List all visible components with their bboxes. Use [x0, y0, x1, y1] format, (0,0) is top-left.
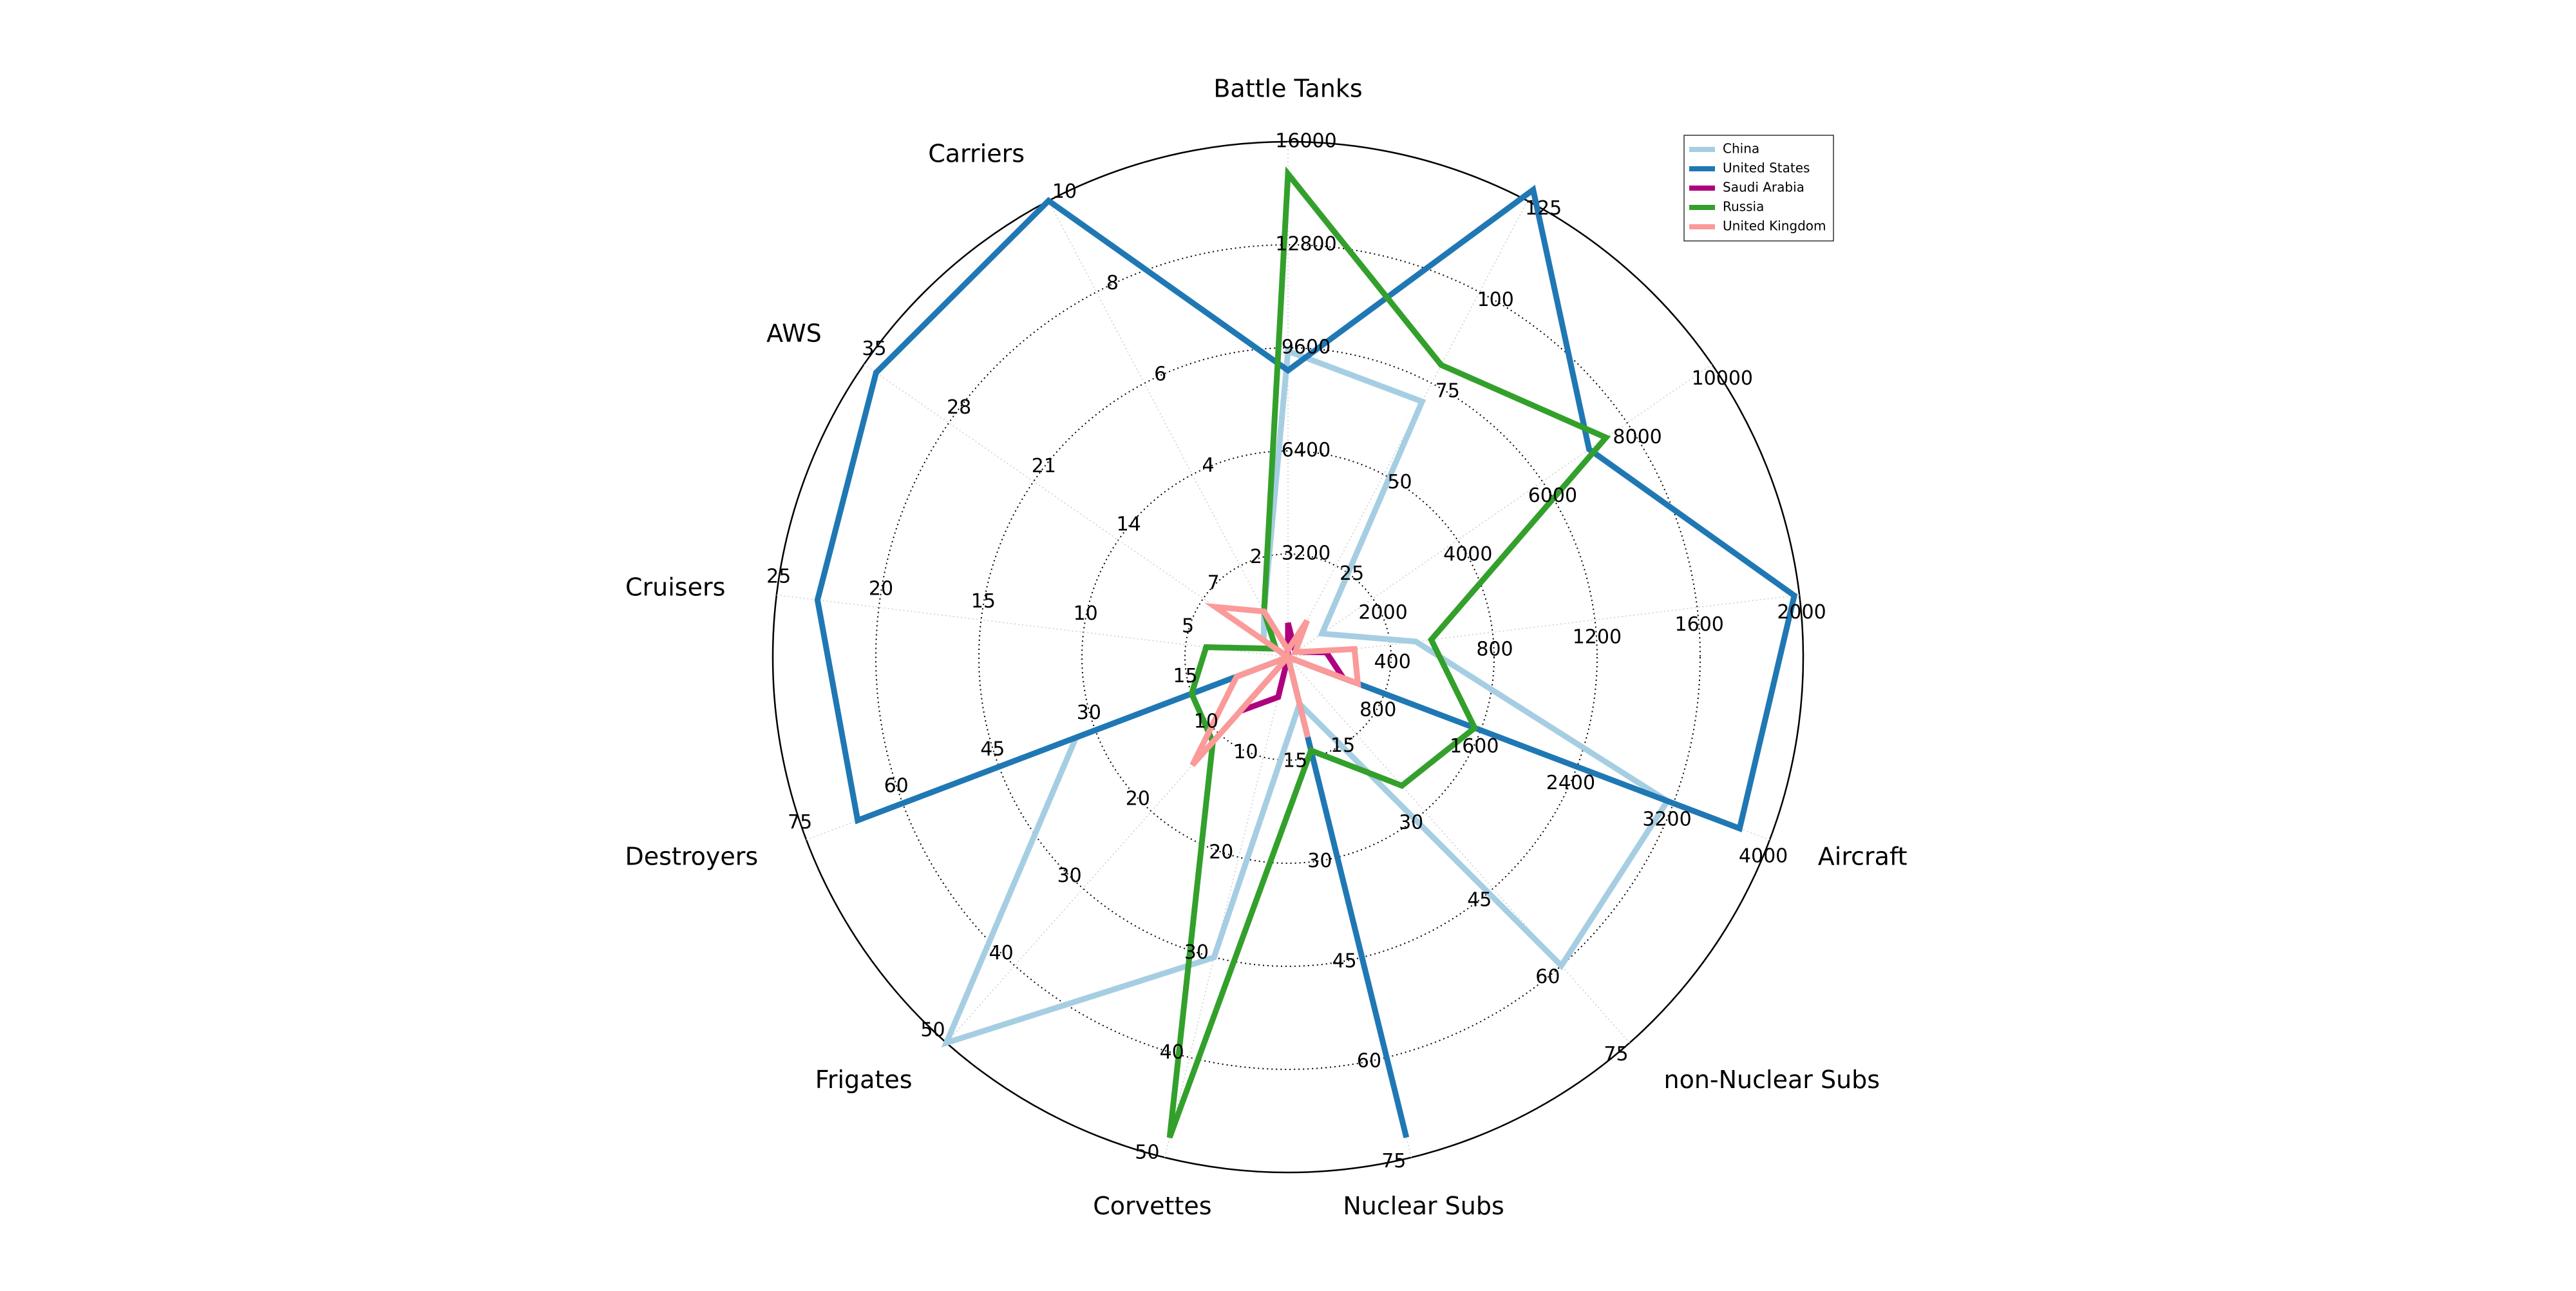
tick-label: 75	[1604, 1043, 1628, 1066]
tick-label: 1600	[1450, 735, 1499, 758]
tick-label: 2000	[1777, 601, 1826, 624]
grid-circle-1	[1184, 553, 1392, 761]
axis-spoke	[1287, 200, 1528, 658]
tick-label: 1200	[1573, 626, 1622, 648]
tick-label: 25	[1340, 562, 1364, 585]
axis-title: Destroyers	[625, 843, 759, 871]
legend-entry: Russia	[1723, 199, 1764, 215]
tick-label: 60	[884, 774, 909, 797]
tick-label: 2000	[1358, 602, 1407, 624]
grid-circle-4	[875, 244, 1701, 1070]
axis-spoke	[1048, 200, 1289, 658]
axis-title: Battle Tanks	[1213, 75, 1362, 103]
tick-label: 4000	[1443, 543, 1492, 566]
tick-label: 28	[947, 396, 971, 419]
tick-label: 16000	[1275, 130, 1336, 153]
tick-label: 10	[1194, 711, 1218, 733]
tick-label: 100	[1477, 289, 1514, 311]
tick-label: 15	[1331, 734, 1355, 757]
tick-label: 6400	[1282, 439, 1331, 462]
tick-label: 75	[1435, 380, 1460, 403]
tick-label: 60	[1357, 1050, 1381, 1073]
tick-label: 45	[1332, 950, 1357, 972]
axis-spoke	[1164, 656, 1289, 1158]
tick-label: 30	[1184, 941, 1209, 964]
label-layer: 3200640096001280016000255075100125200040…	[625, 75, 1908, 1220]
tick-label: 4000	[1739, 845, 1788, 867]
tick-label: 21	[1032, 455, 1056, 477]
grid-circle-2	[1081, 450, 1495, 864]
tick-label: 50	[920, 1019, 945, 1042]
tick-label: 8000	[1613, 426, 1662, 448]
series-line-3	[1166, 166, 1611, 1139]
axis-spoke	[1287, 363, 1712, 658]
tick-label: 60	[1535, 966, 1560, 988]
tick-label: 9600	[1282, 336, 1331, 359]
tick-label: 125	[1525, 197, 1562, 220]
tick-label: 20	[1126, 788, 1150, 810]
tick-label: 2400	[1546, 772, 1595, 794]
series-layer	[814, 166, 1798, 1139]
legend-entry: Saudi Arabia	[1723, 180, 1804, 195]
tick-label: 6	[1154, 363, 1166, 386]
tick-label: 75	[1381, 1150, 1406, 1172]
legend-entry: United Kingdom	[1723, 218, 1826, 234]
tick-label: 14	[1117, 513, 1141, 536]
legend-entry: China	[1723, 141, 1759, 157]
series-line-4	[1189, 603, 1361, 767]
legend: China United States Saudi Arabia Russia Unit…	[1683, 135, 1834, 242]
tick-label: 10	[1074, 602, 1098, 625]
tick-label: 20	[869, 578, 893, 600]
tick-label: 35	[862, 338, 886, 360]
tick-label: 10	[1233, 741, 1258, 763]
tick-label: 8	[1106, 272, 1119, 294]
axis-title: Frigates	[815, 1066, 913, 1094]
tick-label: 3200	[1282, 542, 1331, 565]
axis-title: non-Nuclear Subs	[1664, 1066, 1880, 1094]
axis-title: Nuclear Subs	[1343, 1192, 1504, 1220]
tick-label: 5	[1182, 615, 1194, 637]
tick-label: 20	[1209, 841, 1233, 864]
tick-label: 50	[1387, 471, 1412, 493]
tick-label: 800	[1359, 698, 1396, 721]
tick-label: 400	[1374, 651, 1411, 673]
series-line-1	[814, 184, 1798, 1138]
tick-label: 40	[989, 942, 1014, 964]
axis-spoke	[1287, 656, 1631, 1044]
legend-entry: United States	[1723, 160, 1810, 176]
tick-label: 6000	[1528, 484, 1577, 507]
tick-label: 30	[1077, 702, 1101, 724]
tick-label: 15	[971, 590, 996, 613]
axis-title: Cruisers	[625, 573, 725, 601]
tick-label: 10	[1052, 180, 1077, 203]
grid-layer	[772, 140, 1804, 1174]
tick-label: 10000	[1692, 367, 1753, 390]
tick-label: 75	[788, 811, 812, 834]
tick-label: 4	[1202, 454, 1215, 477]
tick-label: 15	[1283, 750, 1307, 772]
tick-label: 45	[980, 738, 1005, 761]
axis-title: Aircraft	[1818, 843, 1908, 871]
tick-label: 12800	[1275, 233, 1336, 256]
axis-title: Carriers	[928, 139, 1025, 167]
axis-title: AWS	[766, 320, 822, 348]
axis-spoke	[1287, 594, 1800, 658]
tick-label: 3200	[1642, 808, 1691, 831]
tick-label: 30	[1307, 850, 1332, 872]
tick-label: 40	[1160, 1041, 1184, 1064]
tick-label: 25	[766, 565, 791, 588]
tick-label: 50	[1135, 1142, 1159, 1164]
axis-title: Corvettes	[1093, 1192, 1211, 1220]
tick-label: 1600	[1675, 613, 1724, 636]
axis-spoke	[776, 594, 1289, 658]
tick-label: 45	[1467, 888, 1492, 911]
tick-label: 30	[1057, 865, 1082, 887]
tick-label: 800	[1476, 638, 1513, 661]
tick-label: 7	[1208, 572, 1220, 595]
tick-label: 15	[1173, 665, 1197, 687]
tick-label: 30	[1399, 812, 1423, 834]
tick-label: 2	[1250, 546, 1262, 568]
